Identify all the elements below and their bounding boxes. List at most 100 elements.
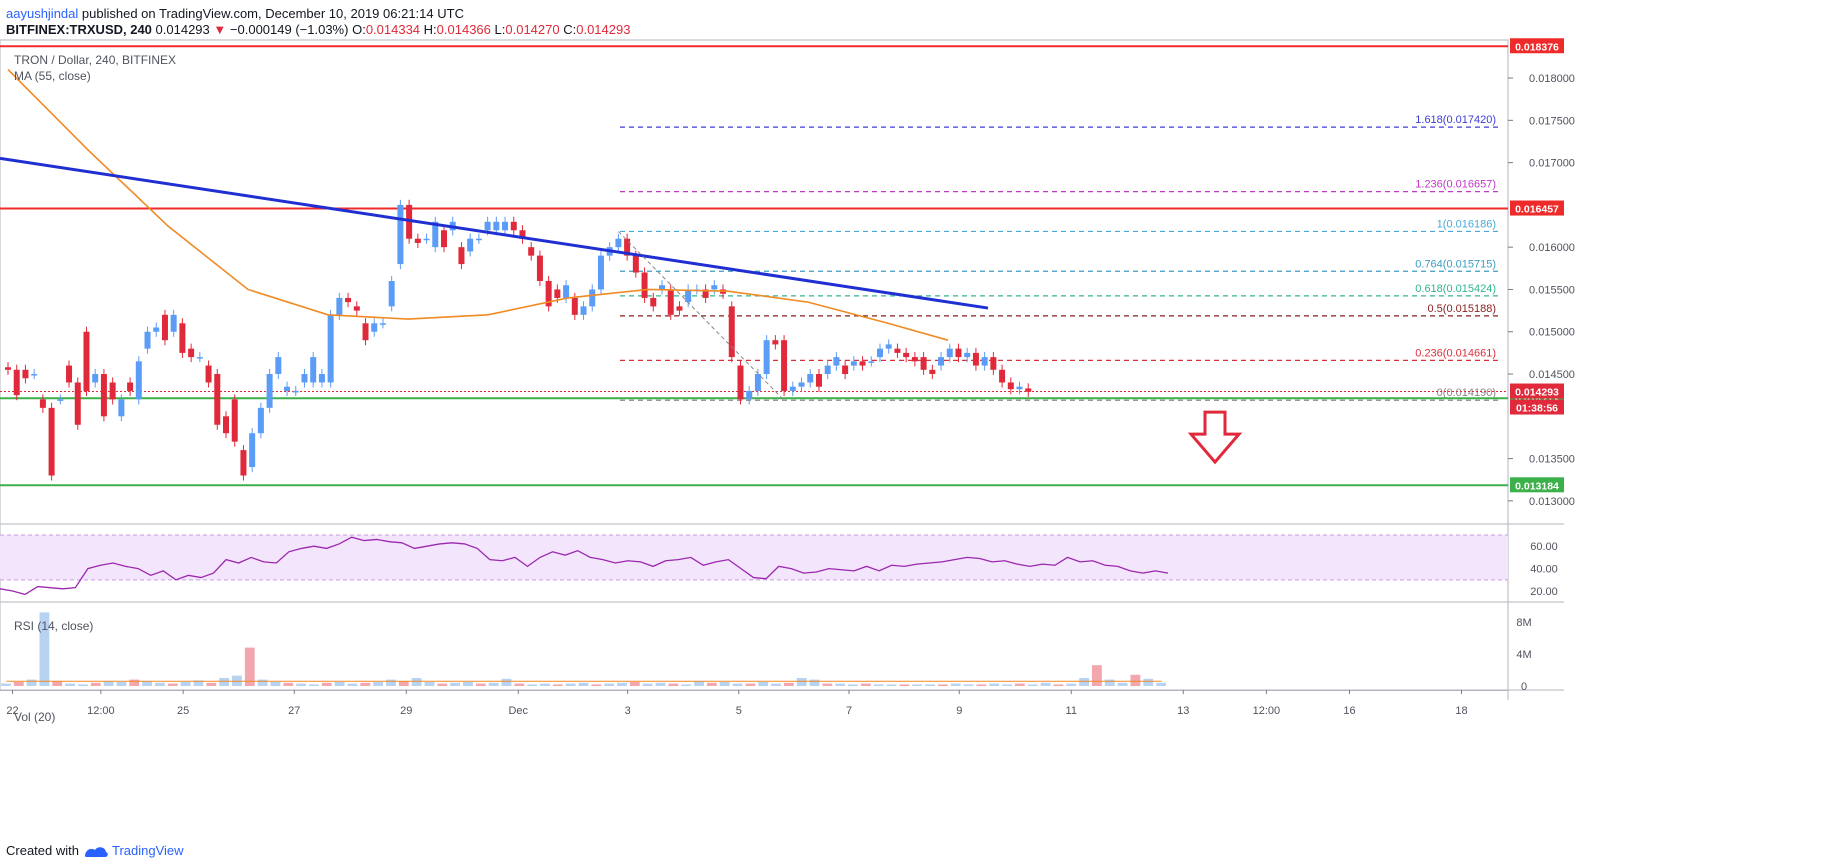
time-tick-label: 22 xyxy=(6,705,18,717)
volume-bar xyxy=(309,684,319,686)
bull-candle xyxy=(135,361,142,400)
rsi-label: RSI (14, close) xyxy=(14,619,93,633)
ma55-line xyxy=(7,69,949,341)
volume-bar xyxy=(1079,678,1089,686)
volume-bar xyxy=(527,684,538,686)
ohlc-open-label: O: xyxy=(352,22,366,37)
volume-bar xyxy=(514,683,525,686)
volume-bar xyxy=(270,682,281,686)
chart-header: aayushjindal published on TradingView.co… xyxy=(0,0,1828,46)
bear-candle xyxy=(66,365,73,383)
bear-candle xyxy=(519,230,526,239)
fib-level-label: 0(0.014190) xyxy=(1437,387,1496,399)
volume-bar xyxy=(963,684,974,686)
price-axis[interactable]: 0.018000 0.017500 0.017000 0.016000 0.015500… xyxy=(1508,73,1575,508)
bull-candle xyxy=(868,361,875,363)
bear-candle xyxy=(214,374,221,425)
volume-bar xyxy=(1130,674,1141,686)
last-price-tag-label: 01:38:56 xyxy=(1516,403,1558,415)
volume-bar xyxy=(296,683,307,686)
bear-candle xyxy=(999,369,1006,383)
time-axis[interactable]: 22 12:00 25 27 29 Dec 3 5 7 9 11 13 12:00 16 18 xyxy=(6,690,1468,717)
volume-tick-label: 0 xyxy=(1521,681,1527,693)
volume-pane: 8M 4M 0 xyxy=(1,612,1532,693)
ohlc-low-value: 0.014270 xyxy=(505,22,560,37)
volume-bar xyxy=(629,682,640,686)
bull-candle xyxy=(850,361,857,366)
bull-candle xyxy=(379,323,386,325)
resistance-price-label: 0.016457 xyxy=(1515,204,1559,216)
created-with-label: Created with xyxy=(6,843,79,858)
bear-candle xyxy=(929,369,936,375)
resistance-price-label: 0.018376 xyxy=(1515,41,1559,53)
bull-candle xyxy=(1016,386,1023,390)
bull-candle xyxy=(563,285,570,298)
bear-candle xyxy=(650,297,657,307)
bear-candle xyxy=(554,289,561,298)
fib-level-label: 0.5(0.015188) xyxy=(1428,303,1497,315)
bull-candle xyxy=(502,221,509,231)
volume-bar xyxy=(1156,682,1166,686)
resistance-price-tag xyxy=(1510,200,1564,216)
bull-candle xyxy=(493,221,500,231)
volume-bar xyxy=(347,683,358,686)
volume-bar xyxy=(1053,684,1064,686)
volume-bar xyxy=(373,682,384,686)
bear-candle xyxy=(702,289,709,298)
volume-bar xyxy=(90,682,101,686)
volume-bar xyxy=(103,681,114,686)
bear-candle xyxy=(545,281,552,307)
bear-candle xyxy=(842,365,849,375)
author-link[interactable]: aayushjindal xyxy=(6,6,79,21)
chart-title: TRON / Dollar, 240, BITFINEX xyxy=(14,53,176,67)
volume-bar xyxy=(488,682,499,686)
bull-candle xyxy=(659,285,665,290)
bear-candle xyxy=(911,357,918,362)
bull-candle xyxy=(589,289,596,307)
chart-frame xyxy=(0,39,1564,700)
volume-bar xyxy=(334,682,345,686)
tradingview-brand[interactable]: TradingView xyxy=(112,843,184,858)
volume-bar xyxy=(1091,665,1102,686)
last-price-tag xyxy=(1510,399,1564,415)
publish-info: published on TradingView.com, December 1… xyxy=(81,6,464,21)
volume-bar xyxy=(206,682,217,686)
bull-candle xyxy=(746,390,753,400)
bull-candle xyxy=(31,374,38,376)
ohlc-close-label: C: xyxy=(563,22,577,37)
volume-bar xyxy=(411,678,422,686)
volume-bar xyxy=(116,682,127,686)
bull-candle xyxy=(754,374,761,391)
bear-candle xyxy=(240,450,247,476)
volume-bar xyxy=(976,684,987,686)
bull-candle xyxy=(824,365,831,375)
volume-label: Vol (20) xyxy=(14,710,55,724)
bear-candle xyxy=(39,399,46,408)
time-tick-label: 9 xyxy=(956,705,962,717)
bear-candle xyxy=(83,331,90,391)
volume-bar xyxy=(52,681,63,686)
candles xyxy=(5,199,1032,481)
publish-line: aayushjindal published on TradingView.co… xyxy=(6,6,464,21)
rsi-line xyxy=(0,536,1169,596)
volume-bar xyxy=(244,647,255,686)
time-tick-label: 7 xyxy=(846,705,852,717)
bearish-trendline xyxy=(0,156,989,310)
volume-bar xyxy=(219,678,230,686)
price-tick-label: 0.017000 xyxy=(1529,158,1575,170)
bull-candle xyxy=(310,357,317,383)
bull-candle xyxy=(371,323,378,332)
bear-candle xyxy=(127,382,134,391)
volume-bar xyxy=(565,683,576,686)
fibonacci-levels: 1.618(0.017420) 1.236(0.016657) 1(0.016186… xyxy=(620,114,1498,401)
bull-candle xyxy=(196,357,203,359)
bear-candle xyxy=(223,416,229,434)
bull-candle xyxy=(711,285,718,290)
rsi-tick-label: 20.00 xyxy=(1530,586,1558,598)
bear-candle xyxy=(772,340,779,345)
volume-bar xyxy=(848,684,858,686)
price-change: −0.000149 (−1.03%) xyxy=(229,22,349,37)
bear-candle xyxy=(624,238,631,256)
bull-candle xyxy=(327,314,334,383)
